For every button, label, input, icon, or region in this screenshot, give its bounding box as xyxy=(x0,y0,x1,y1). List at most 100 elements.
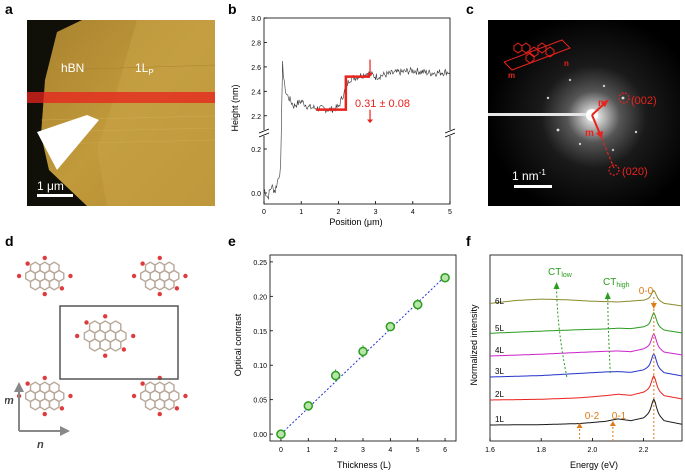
b-ytick-label: 0.2 xyxy=(251,147,261,154)
f-spectrum-3L xyxy=(490,352,683,378)
e-data-point xyxy=(276,429,286,439)
f-plot-frame xyxy=(489,254,683,442)
svg-text:n: n xyxy=(564,59,569,68)
ct-high-arrow xyxy=(607,292,611,374)
axis-n-label: n xyxy=(37,439,44,451)
b-ytick-label: 2.8 xyxy=(251,40,261,47)
b-xtick-label: 4 xyxy=(411,209,415,216)
f-xtick-label: 2.0 xyxy=(588,447,598,454)
chart-b: 2.22.42.62.83.00.00.20 1 2 3 4 5 Height (nm) … xyxy=(230,16,456,227)
e-ytick-label: 0.20 xyxy=(253,294,267,301)
corner-molecule-bl xyxy=(16,375,73,417)
central-molecule xyxy=(74,314,136,358)
e-ytick-label: 0.10 xyxy=(253,363,267,370)
f-spectrum-2L xyxy=(490,374,683,401)
label-hbn: hBN xyxy=(61,61,84,75)
b-ytick-label: 2.4 xyxy=(251,89,261,96)
e-data-point xyxy=(412,299,423,310)
molecule-sketch-icon xyxy=(503,39,571,71)
panel-label-d: d xyxy=(5,233,14,249)
f-xlabel: Energy (eV) xyxy=(570,460,618,470)
f-xtick-label: 1.6 xyxy=(485,447,495,454)
diffraction-image: n m (002) (020) m n 1 nm-1 xyxy=(488,20,680,206)
c-label-n: n xyxy=(598,98,604,109)
f-layer-label: 6L xyxy=(495,297,504,306)
corner-molecule-br xyxy=(131,375,188,417)
e-xtick-label: 4 xyxy=(388,447,392,454)
e-xtick-label: 3 xyxy=(361,447,365,454)
e-xtick-label: 5 xyxy=(416,447,420,454)
b-ytick-label: 3.0 xyxy=(251,16,261,23)
e-ylabel: Optical contrast xyxy=(233,313,243,376)
c-label-m: m xyxy=(585,128,594,139)
label-1lp: 1LP xyxy=(135,61,154,77)
spot-002-label: (002) xyxy=(631,95,657,107)
e-ytick-label: 0.05 xyxy=(253,398,267,405)
peak-02-label: 0-2 xyxy=(585,411,600,422)
e-ytick-label: 0.15 xyxy=(253,329,267,336)
scale-label-a: 1 μm xyxy=(37,179,64,193)
peak-01-label: 0-1 xyxy=(612,411,627,422)
panel-label-c: c xyxy=(466,1,474,17)
e-xtick-label: 2 xyxy=(334,447,338,454)
thick-flake xyxy=(37,115,99,170)
f-02-arrow xyxy=(576,423,583,428)
e-ytick-label: 0.00 xyxy=(253,432,267,439)
f-spectrum-1L xyxy=(490,397,683,426)
f-xtick-label: 2.2 xyxy=(639,447,649,454)
scale-bar-a xyxy=(37,194,73,197)
b-xtick-label: 3 xyxy=(374,209,378,216)
f-xtick-label: 1.8 xyxy=(536,447,546,454)
b-xtick-label: 1 xyxy=(299,209,303,216)
beam-stop xyxy=(488,113,588,116)
f-layer-label: 1L xyxy=(495,415,504,424)
f-spectrum-6L xyxy=(489,289,683,307)
e-data-point xyxy=(440,272,450,283)
e-xlabel: Thickness (L) xyxy=(337,460,391,470)
svg-text:m: m xyxy=(508,71,515,80)
f-layer-label: 2L xyxy=(495,390,504,399)
ct-high-label: CThigh xyxy=(603,277,630,289)
spot-002-circle xyxy=(618,92,630,104)
b-xtick-label: 2 xyxy=(336,209,340,216)
b-ytick-label: 2.6 xyxy=(251,65,261,72)
e-data-point xyxy=(303,401,314,411)
f-spectrum-4L xyxy=(490,332,683,357)
e-xtick-label: 0 xyxy=(279,447,283,454)
afm-image: hBN 1LP 1 μm xyxy=(27,20,215,206)
scale-label-c: 1 nm-1 xyxy=(512,168,546,183)
b-axis-break xyxy=(258,128,270,134)
f-layer-label: 5L xyxy=(495,324,504,333)
b-step-fit xyxy=(316,75,371,111)
molecular-packing-image: m n xyxy=(5,236,205,461)
spot-020-circle xyxy=(608,164,620,176)
b-plot-frame xyxy=(263,17,451,205)
b-height-profile-line xyxy=(263,60,451,201)
f-ylabel: Normalized intensity xyxy=(469,304,479,386)
corner-molecule-tr xyxy=(131,255,188,297)
chart-f: 1.6 1.8 2.0 2.2 6L 5L 4L 3L 2L 1L Normalized inte… xyxy=(469,254,683,470)
f-01-arrow xyxy=(609,421,616,426)
b-xtick-label: 0 xyxy=(262,209,266,216)
e-data-point xyxy=(330,370,341,381)
b-step-annotation: 0.31 ± 0.08 xyxy=(355,98,410,110)
panel-label-f: f xyxy=(466,233,471,249)
chart-e: 0.00 0.05 0.10 0.15 0.20 0.25 0 1 2 3 4 5 6 Optical … xyxy=(233,254,457,470)
b-ytick-label: 2.2 xyxy=(251,114,261,121)
e-ytick-label: 0.25 xyxy=(253,260,267,267)
panel-label-b: b xyxy=(228,1,237,17)
axis-arrows xyxy=(14,382,70,436)
profile-line xyxy=(27,92,215,103)
e-xtick-label: 6 xyxy=(443,447,447,454)
b-xlabel: Position (μm) xyxy=(329,217,382,227)
axis-m-label: m xyxy=(5,395,14,407)
f-layer-label: 3L xyxy=(495,367,504,376)
e-data-point xyxy=(358,346,368,357)
panel-label-e: e xyxy=(228,233,236,249)
e-data-point xyxy=(385,321,396,332)
spot-020-label: (020) xyxy=(622,166,648,178)
scale-bar-c xyxy=(514,185,552,188)
panel-label-a: a xyxy=(5,1,13,17)
ct-low-label: CTlow xyxy=(548,267,573,279)
e-xtick-label: 1 xyxy=(306,447,310,454)
